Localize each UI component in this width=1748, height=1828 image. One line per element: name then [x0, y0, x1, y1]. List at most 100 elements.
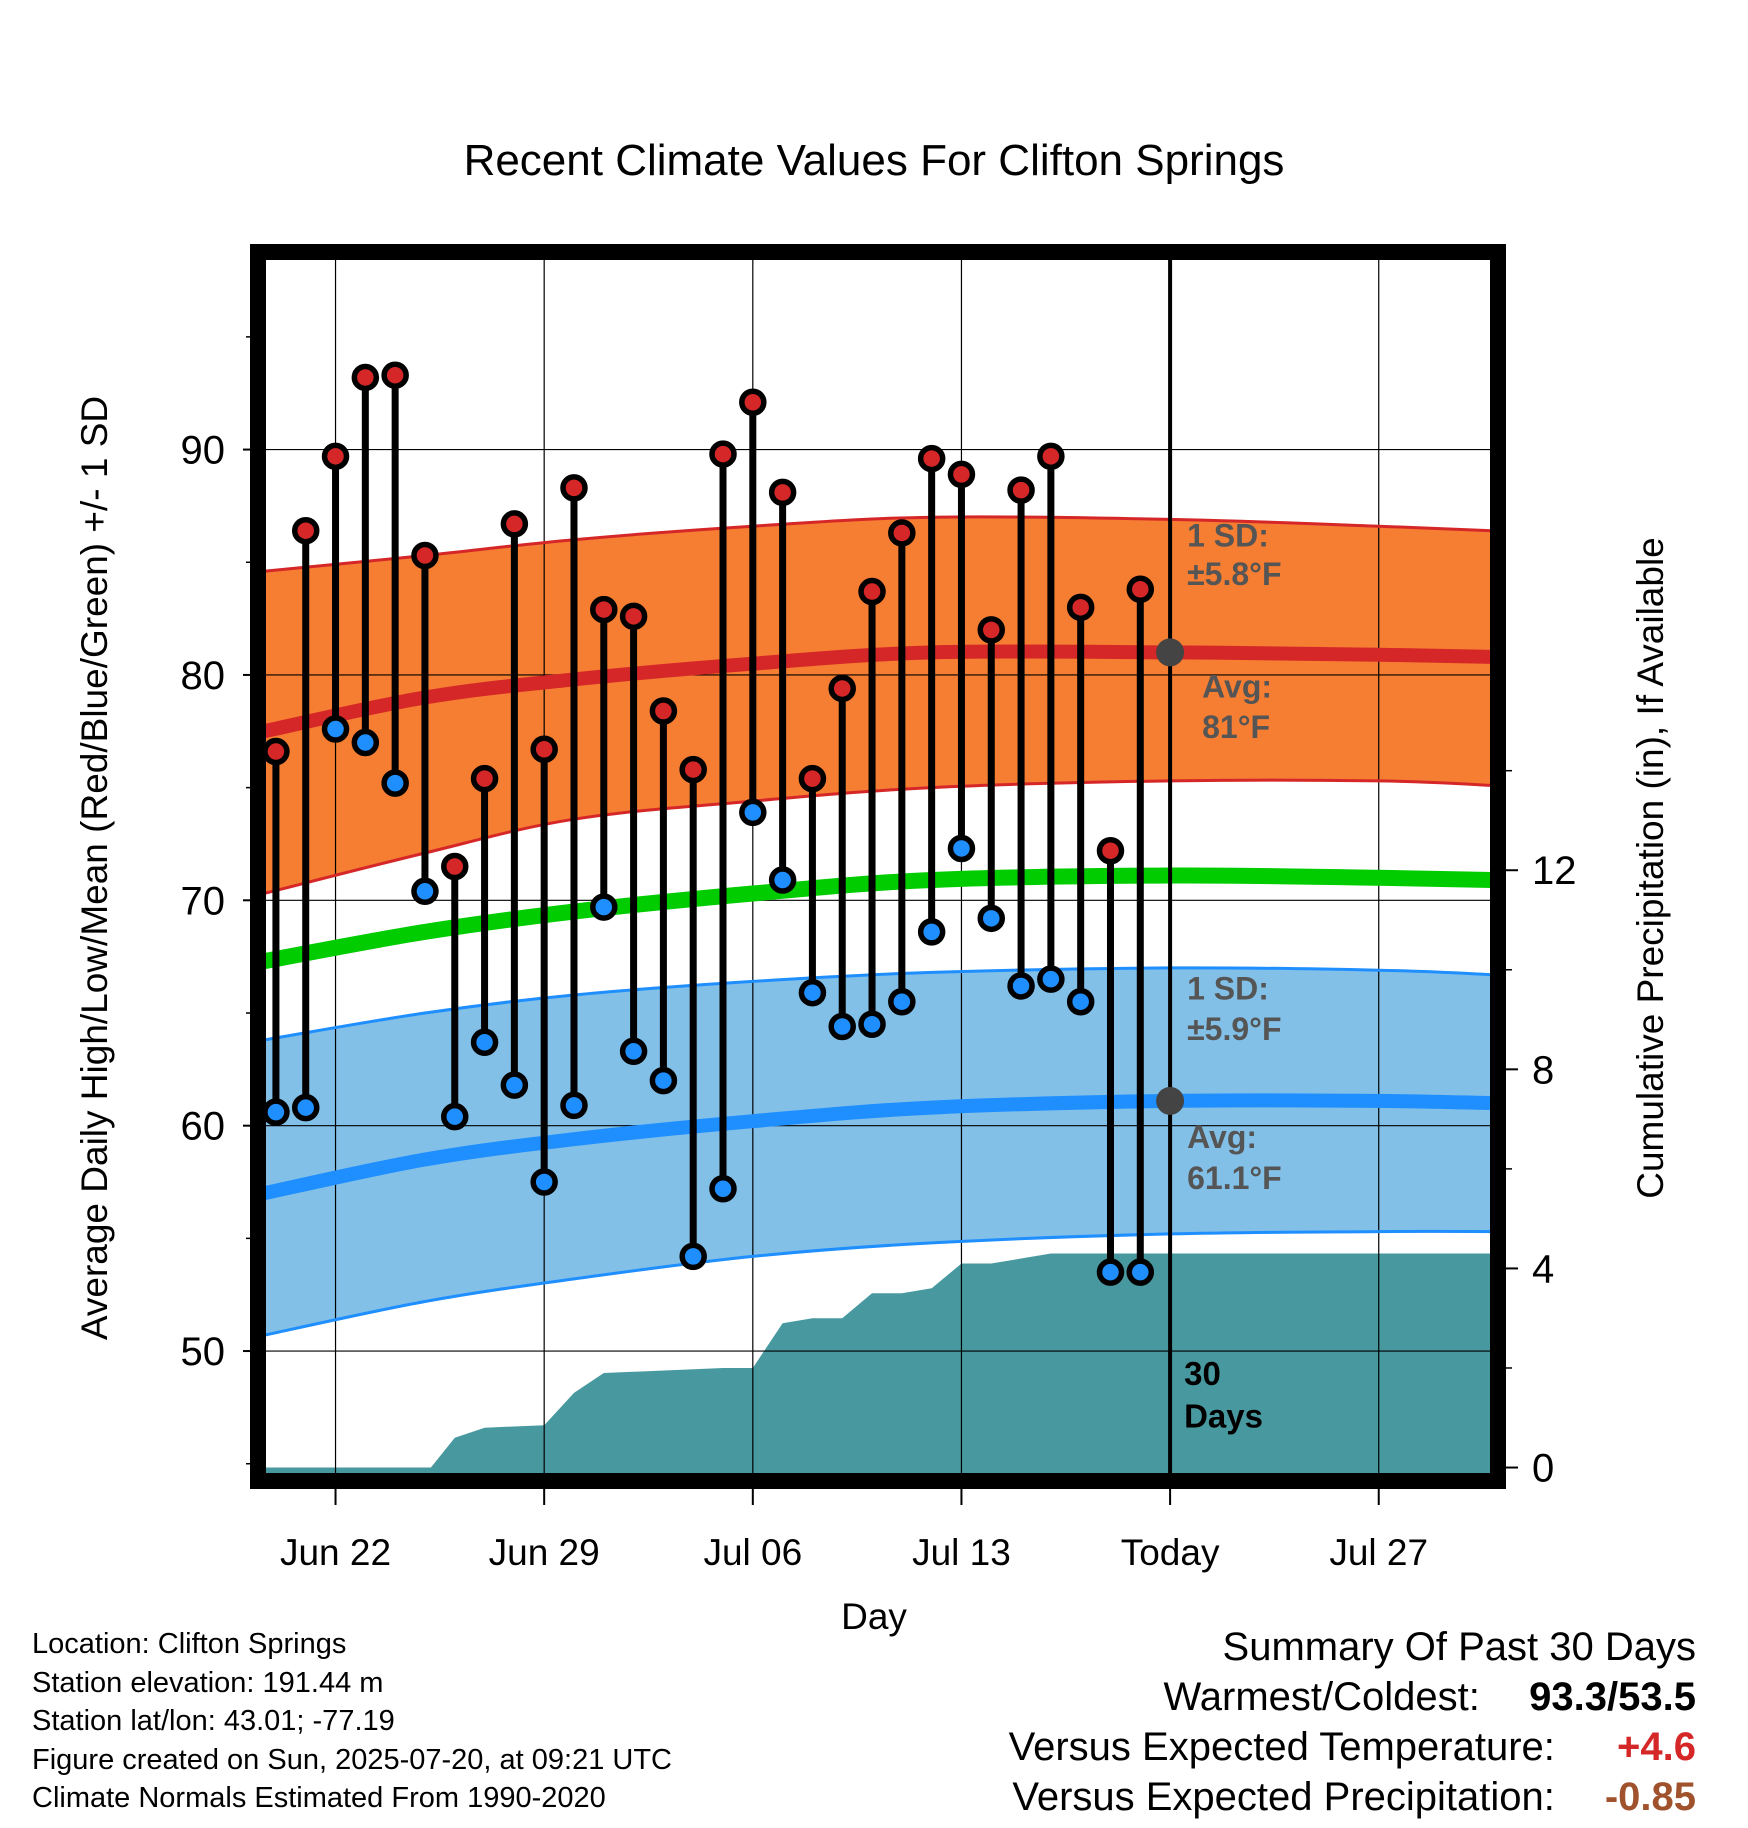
summary-warmest-row: Warmest/Coldest: 93.3/53.5	[1009, 1672, 1697, 1722]
low-point	[1066, 987, 1095, 1016]
high-point	[619, 602, 648, 631]
x-tick-label: Jun 29	[489, 1532, 600, 1573]
high-point	[739, 388, 767, 416]
low-point	[828, 1012, 856, 1041]
high-point	[1007, 476, 1035, 504]
x-tick-label: Today	[1121, 1532, 1220, 1573]
low-point	[1007, 972, 1035, 1000]
low-point	[679, 1242, 707, 1271]
high-point	[947, 460, 976, 489]
x-tick-label: Jul 13	[912, 1532, 1011, 1573]
low-avg-label-value: 61.1°F	[1187, 1160, 1282, 1196]
low-point	[917, 918, 946, 946]
low-point	[351, 728, 380, 757]
mean-normal-line	[264, 867, 1492, 970]
low-sd-label-title: 1 SD:	[1187, 970, 1269, 1006]
high-avg-marker	[1156, 638, 1185, 667]
axes: 50 60 70 80 90 0 4 8 12 Jun 22 Jun 29 Jul 06 Jul 13 T…	[181, 244, 1577, 1573]
footer-created: Figure created on Sun, 2025-07-20, at 09…	[32, 1743, 672, 1776]
low-point	[381, 769, 409, 797]
y2-axis-label: Cumulative Precipitation (in), If Availa…	[1630, 537, 1671, 1199]
high-point	[441, 852, 469, 881]
x-tick-label: Jul 27	[1329, 1532, 1428, 1573]
high-sd-band	[264, 516, 1492, 894]
high-point	[530, 735, 558, 764]
low-point	[1096, 1258, 1125, 1286]
high-sd-label-value: ±5.8°F	[1187, 556, 1281, 592]
high-sd-label-title: 1 SD:	[1187, 517, 1269, 553]
high-upper-edge	[264, 515, 1492, 573]
high-point	[828, 674, 856, 703]
low-point	[798, 978, 827, 1007]
x-axis-label: Day	[841, 1596, 907, 1637]
low-point	[977, 904, 1006, 933]
low-point	[947, 834, 976, 863]
high-point	[917, 444, 946, 473]
high-point	[679, 755, 707, 784]
low-point	[709, 1175, 737, 1203]
high-point	[470, 764, 499, 793]
high-avg-label-title: Avg:	[1202, 668, 1272, 704]
y-tick-label: 50	[181, 1330, 226, 1374]
y2-tick-label: 12	[1532, 849, 1577, 893]
low-point	[291, 1093, 320, 1122]
summary-warmest-value: 93.3/53.5	[1529, 1675, 1696, 1719]
high-point	[264, 737, 290, 766]
low-avg-label-title: Avg:	[1187, 1119, 1257, 1155]
high-point	[1096, 836, 1125, 865]
summary-precip-label: Versus Expected Precipitation:	[1012, 1775, 1555, 1819]
low-point	[1126, 1258, 1155, 1286]
high-point	[888, 519, 916, 547]
x-tick-label: Jun 22	[280, 1532, 391, 1573]
low-point	[500, 1071, 529, 1099]
days-word-label: Days	[1184, 1398, 1263, 1435]
footer-latlon: Station lat/lon: 43.01; -77.19	[32, 1705, 395, 1737]
low-avg-marker	[1156, 1086, 1185, 1115]
low-lower-edge	[264, 1229, 1492, 1337]
summary-precip-value: -0.85	[1604, 1775, 1696, 1819]
high-point	[1037, 442, 1065, 471]
low-point	[264, 1098, 290, 1126]
high-point	[411, 541, 439, 570]
high-point	[291, 516, 320, 545]
station-info: Location: Clifton Springs Station elevat…	[32, 1625, 672, 1818]
high-point	[858, 577, 886, 606]
summary-heading: Summary Of Past 30 Days	[1222, 1625, 1696, 1669]
high-point	[798, 764, 827, 793]
low-point	[888, 987, 916, 1016]
high-point	[560, 474, 588, 502]
high-point	[381, 361, 409, 389]
chart-title: Recent Climate Values For Clifton Spring…	[464, 136, 1285, 185]
x-tick-label: Jul 06	[703, 1532, 802, 1573]
low-normal-line	[264, 1093, 1492, 1201]
low-point	[411, 877, 439, 906]
high-avg-label-value: 81°F	[1202, 709, 1270, 745]
high-normal-line	[264, 644, 1492, 739]
low-point	[470, 1028, 499, 1057]
footer-normals: Climate Normals Estimated From 1990-2020	[32, 1782, 606, 1814]
footer-location: Location: Clifton Springs	[32, 1628, 347, 1660]
summary-precip-row: Versus Expected Precipitation: -0.85	[1009, 1772, 1696, 1822]
summary-temp-value: +4.6	[1617, 1725, 1696, 1769]
low-point	[858, 1010, 886, 1039]
y2-tick-label: 8	[1532, 1048, 1554, 1092]
plot-frame	[250, 244, 1506, 1489]
high-point	[709, 440, 737, 468]
high-point	[351, 363, 380, 392]
low-sd-label-value: ±5.9°F	[1187, 1011, 1281, 1047]
low-point	[619, 1037, 648, 1066]
y-tick-label: 90	[181, 429, 226, 473]
low-point	[768, 866, 797, 894]
y-tick-label: 60	[181, 1105, 226, 1149]
precip-area	[264, 1253, 1492, 1475]
high-point	[321, 442, 350, 471]
high-point	[977, 616, 1006, 644]
low-point	[1037, 965, 1065, 993]
low-point	[739, 798, 767, 827]
high-point	[768, 478, 797, 507]
low-point	[590, 893, 618, 921]
y-tick-label: 70	[181, 879, 226, 923]
high-point	[1126, 575, 1155, 604]
